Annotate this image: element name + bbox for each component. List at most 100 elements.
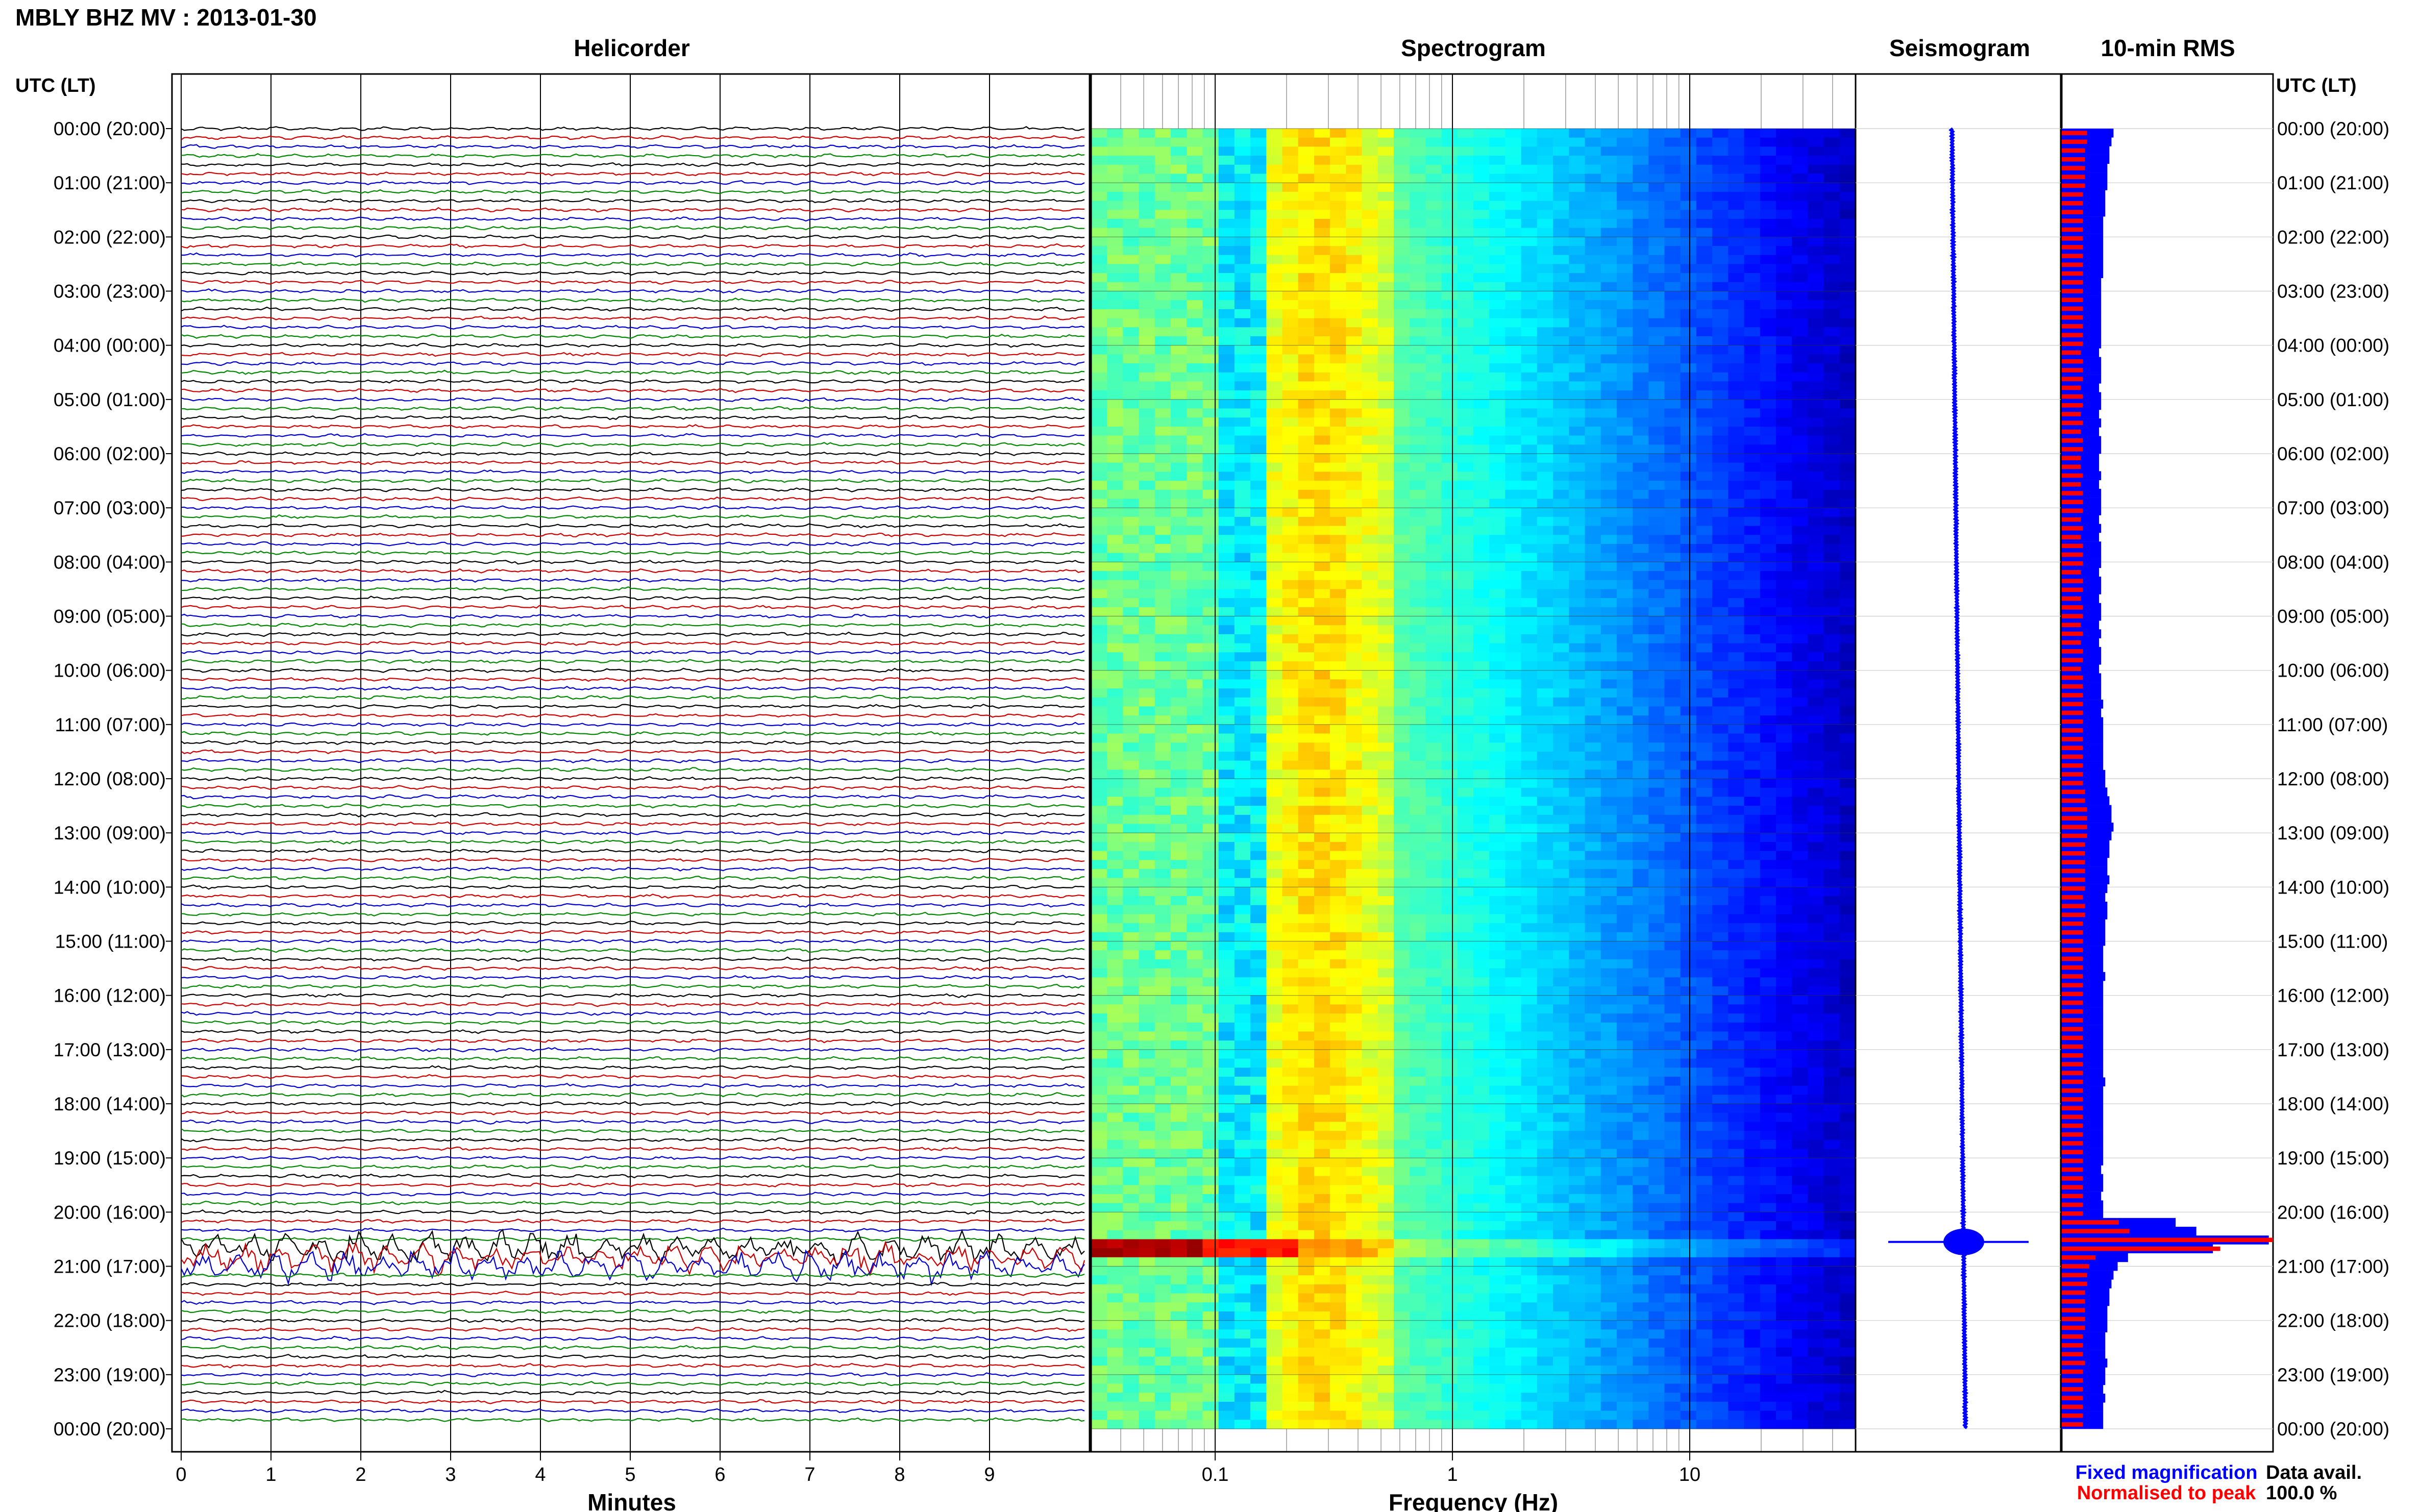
spectrogram-cell (1600, 462, 1617, 472)
spectrogram-cell (1839, 779, 1856, 788)
spectrogram-cell (1473, 381, 1490, 391)
helicorder-trace (181, 848, 1085, 854)
spectrogram-cell (1362, 408, 1378, 418)
spectrogram-cell (1394, 968, 1410, 978)
spectrogram-cell (1139, 164, 1155, 174)
spectrogram-cell (1776, 228, 1792, 237)
spectrogram-cell (1521, 571, 1538, 581)
spectrogram-cell (1521, 309, 1538, 319)
spectrogram-cell (1171, 562, 1187, 572)
helicorder-trace (181, 677, 1085, 682)
helicorder-trace (181, 361, 1085, 366)
spectrogram-cell (1330, 481, 1346, 490)
spectrogram-cell (1616, 472, 1633, 481)
spectrogram-cell (1521, 318, 1538, 328)
spectrogram-cell (1250, 237, 1267, 246)
spectrogram-cell (1314, 228, 1330, 237)
spectrogram-cell (1505, 1031, 1522, 1041)
spectrogram-cell (1441, 363, 1458, 373)
spectrogram-cell (1808, 489, 1824, 499)
spectrogram-cell (1346, 1031, 1362, 1041)
spectrogram-cell (1633, 309, 1649, 319)
spectrogram-cell (1648, 553, 1665, 562)
spectrogram-cell (1282, 941, 1299, 951)
spectrogram-cell (1234, 878, 1251, 887)
spectrogram-cell (1441, 977, 1458, 987)
spectrogram-cell (1489, 652, 1505, 662)
spectrogram-cell (1792, 580, 1808, 589)
spectrogram-cell (1680, 543, 1697, 554)
spectrogram-cell (1823, 146, 1840, 156)
spectrogram-cell (1154, 499, 1171, 508)
spectrogram-cell (1171, 914, 1187, 924)
spectrogram-cell (1616, 706, 1633, 716)
spectrogram-cell (1776, 923, 1792, 933)
spectrogram-cell (1154, 372, 1171, 382)
spectrogram-cell (1171, 652, 1187, 662)
spectrogram-cell (1410, 137, 1426, 147)
spectrogram-cell (1457, 173, 1474, 183)
spectrogram-cell (1425, 851, 1442, 860)
spectrogram-cell (1187, 887, 1203, 897)
spectrogram-cell (1266, 526, 1282, 535)
spectrogram-cell (1808, 408, 1824, 418)
spectrogram-cell (1123, 625, 1140, 635)
right-time-header: UTC (LT) (2276, 75, 2357, 96)
spectrogram-cell (1823, 742, 1840, 752)
spectrogram-cell (1218, 336, 1235, 346)
spectrogram-cell (1473, 706, 1490, 716)
spectrogram-cell (1823, 372, 1840, 382)
spectrogram-cell (1139, 327, 1155, 337)
spectrogram-cell (1441, 481, 1458, 490)
spectrogram-cell (1425, 625, 1442, 635)
helicorder-trace (181, 1020, 1085, 1025)
spectrogram-cell (1505, 652, 1522, 662)
spectrogram-cell (1091, 508, 1107, 517)
spectrogram-cell (1680, 869, 1697, 879)
spectrogram-cell (1171, 643, 1187, 653)
spectrogram-cell (1521, 481, 1538, 490)
spectrogram-cell (1505, 878, 1522, 887)
spectrogram-cell (1107, 896, 1123, 906)
spectrogram-cell (1633, 869, 1649, 879)
spectrogram-cell (1776, 1022, 1792, 1032)
spectrogram-cell (1521, 210, 1538, 219)
spectrogram-cell (1585, 679, 1601, 689)
spectrogram-cell (1489, 228, 1505, 237)
spectrogram-cell (1154, 164, 1171, 174)
spectrogram-cell (1696, 1022, 1713, 1032)
spectrogram-cell (1091, 670, 1107, 680)
spectrogram-cell (1616, 715, 1633, 725)
spectrogram-cell (1107, 156, 1123, 165)
spectrogram-cell (1377, 652, 1394, 662)
spectrogram-cell (1728, 390, 1744, 400)
spectrogram-cell (1218, 814, 1235, 824)
spectrogram-cell (1792, 851, 1808, 860)
spectrogram-cell (1680, 1004, 1697, 1014)
spectrogram-cell (1744, 968, 1761, 978)
spectrogram-cell (1489, 986, 1505, 996)
spectrogram-cell (1696, 264, 1713, 274)
spectrogram-cell (1473, 986, 1490, 996)
spectrogram-cell (1808, 770, 1824, 779)
spectrogram-cell (1648, 390, 1665, 400)
spectrogram-cell (1616, 968, 1633, 978)
spectrogram-cell (1410, 444, 1426, 454)
spectrogram-cell (1553, 851, 1569, 860)
spectrogram-cell (1537, 580, 1553, 589)
spectrogram-cell (1664, 887, 1681, 897)
spectrogram-cell (1154, 607, 1171, 616)
spectrogram-cell (1728, 354, 1744, 364)
spectrogram-cell (1712, 833, 1729, 842)
spectrogram-cell (1282, 860, 1299, 870)
spectrogram-cell (1234, 634, 1251, 644)
spectrogram-cell (1616, 183, 1633, 192)
spectrogram-cell (1823, 968, 1840, 978)
spectrogram-cell (1808, 914, 1824, 924)
spectrogram-cell (1330, 390, 1346, 400)
spectrogram-cell (1346, 580, 1362, 589)
spectrogram-cell (1298, 1004, 1315, 1014)
spectrogram-cell (1537, 634, 1553, 644)
spectrogram-cell (1600, 760, 1617, 770)
spectrogram-cell (1776, 652, 1792, 662)
